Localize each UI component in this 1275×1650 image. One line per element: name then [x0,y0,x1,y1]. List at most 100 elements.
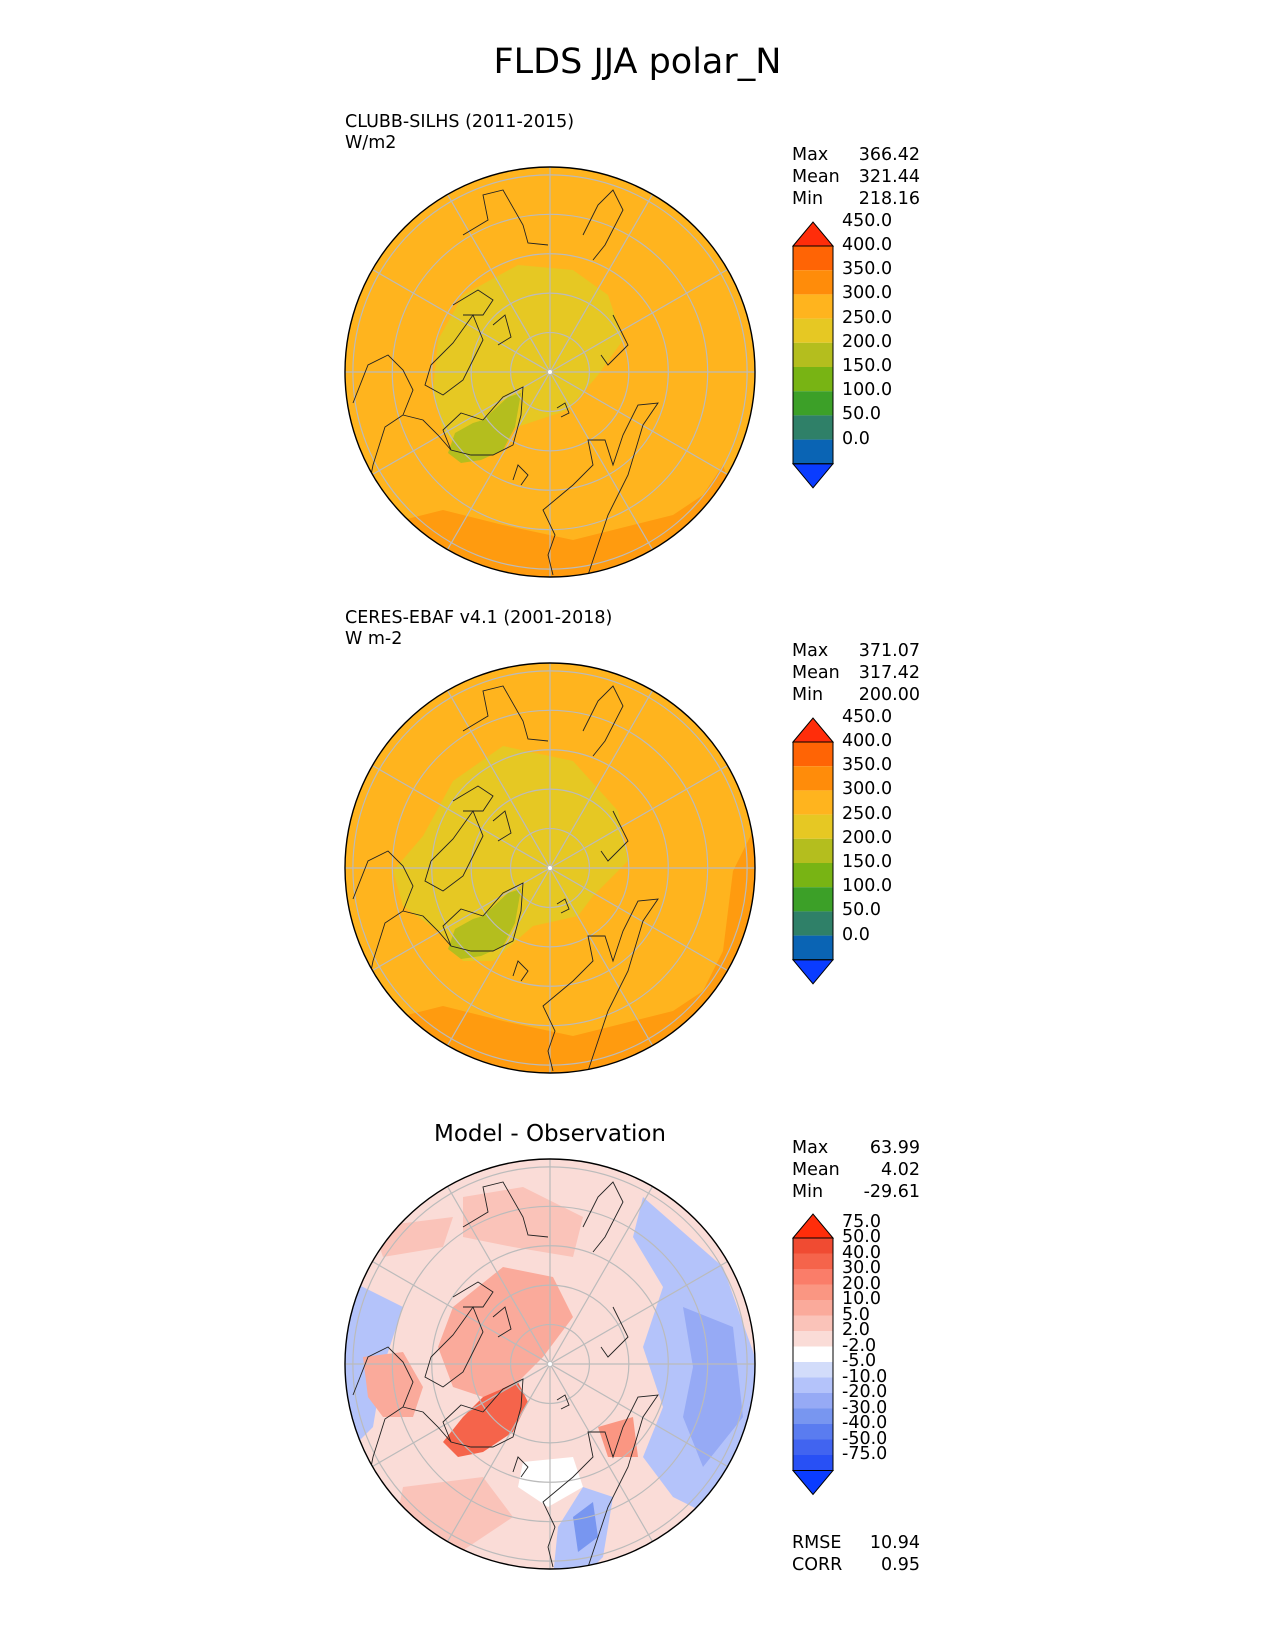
colorbar-tick-label: 75.0 [842,1211,881,1232]
field-region-arctic [393,746,628,961]
colorbar-segment [793,318,833,343]
field-region-greenland [448,889,521,959]
colorbar-tick-label: 350.0 [842,259,893,280]
colorbar-tick-label: 150.0 [842,852,893,872]
colorbar-segment [793,1393,833,1409]
coastline [556,402,570,418]
colorbar-segment [793,814,833,839]
colorbar-tick-label: -5.0 [842,1351,877,1371]
colorbar-segment [793,790,833,815]
colorbar-tick-label: -30.0 [842,1397,888,1418]
field-region-positive [443,1382,528,1457]
polar-map-difference [344,1158,756,1570]
coastline [402,414,452,451]
stat-label: Mean [792,663,840,683]
colorbar-observation [791,717,835,985]
panel-model-name: CLUBB-SILHS (2011-2015) [345,112,575,132]
coastline [582,1181,624,1253]
colorbar-tick-label: 20.0 [842,1273,881,1294]
colorbar-tick-label: 100.0 [842,876,893,897]
panel-diff-title: Model - Observation [433,1121,667,1147]
coastline [512,1456,529,1478]
coastline [600,810,629,862]
colorbar-segment [793,1253,833,1269]
colorbar-segment [793,342,833,367]
stat-label: Mean [792,167,840,187]
colorbar-segment [793,1238,833,1254]
stat-max: 366.42 [858,145,920,165]
stat-label: Max [792,1138,829,1158]
colorbar-segment [793,367,833,392]
colorbar-segment [793,1331,833,1347]
coastline [462,1181,549,1238]
colorbar-segment [793,415,833,440]
colorbar-tick-label: 450.0 [842,706,893,727]
colorbar-extend-min [791,1470,835,1496]
coastline [556,1394,570,1410]
colorbar-tick-label: 50.0 [842,900,881,921]
coastline [512,464,529,486]
colorbar-segment [793,1362,833,1378]
colorbar-tick-label: 300.0 [842,779,893,800]
colorbar-tick-label: 300.0 [842,283,893,304]
figure-title: FLDS JJA polar_N [493,42,782,82]
map-boundary [344,662,756,1074]
colorbar-tick-label: -2.0 [842,1335,877,1356]
colorbar-extend-max [791,221,835,247]
stat-label: Min [792,1182,824,1202]
colorbar-segment [793,1315,833,1331]
metric-corr: 0.95 [881,1555,920,1575]
stat-mean: 4.02 [881,1160,920,1180]
colorbar-tick-label: -20.0 [842,1382,888,1402]
colorbar-tick-label: 200.0 [842,827,893,848]
coastline [352,354,414,496]
stat-min: 218.16 [858,189,920,209]
colorbar-tick-label: 150.0 [842,356,893,376]
colorbar-segment [793,1269,833,1285]
panel-obs-stats: Max 371.07 Mean 317.42 Min 200.00 [792,640,920,706]
coastline [352,850,414,992]
north-pole [548,370,552,374]
coastline [402,1406,452,1443]
colorbar-extend-max [791,1213,835,1239]
colorbar-tick-label: 50.0 [842,1227,881,1247]
field-region-negative [683,1307,743,1467]
field-region-negative [573,1502,598,1552]
colorbar-tick-label: 350.0 [842,755,893,776]
coastline [352,1346,414,1488]
colorbar-tick-label: -50.0 [842,1428,888,1449]
coastline [442,882,524,952]
colorbar-segment [793,1346,833,1362]
coastline [582,685,624,757]
field-region-greenland [448,393,521,463]
colorbar-segment [793,887,833,912]
colorbar-tick-label: 0.0 [842,428,870,449]
colorbar-extend-min [791,959,835,985]
metric-label: RMSE [792,1533,842,1553]
coastline [462,685,549,742]
colorbar-tick-label: 0.0 [842,924,870,945]
stat-label: Max [792,641,829,661]
coastline [492,1306,512,1338]
colorbar-segment [793,742,833,767]
coastline [542,1394,659,1568]
panel-diff-metrics: RMSE 10.94 CORR 0.95 [792,1532,920,1576]
coastline [442,1378,524,1448]
colorbar-segment [793,1300,833,1316]
colorbar-tick-label: -10.0 [842,1366,888,1387]
coastline [542,898,659,1072]
coastline [512,960,529,982]
stat-min: -29.61 [863,1182,920,1202]
colorbar-tick-label: 2.0 [842,1320,870,1340]
field-region-positive [463,1187,583,1257]
panel-obs-units: W m-2 [345,629,403,649]
coastline [424,314,484,396]
colorbar-segment [793,863,833,888]
colorbar-tick-label: 400.0 [842,235,893,255]
colorbar-tick-label: -75.0 [842,1444,888,1464]
map-boundary [344,1158,756,1570]
colorbar-segment [793,391,833,416]
colorbar-segment [793,935,833,960]
colorbar-segment [793,270,833,295]
coastline [600,314,629,366]
